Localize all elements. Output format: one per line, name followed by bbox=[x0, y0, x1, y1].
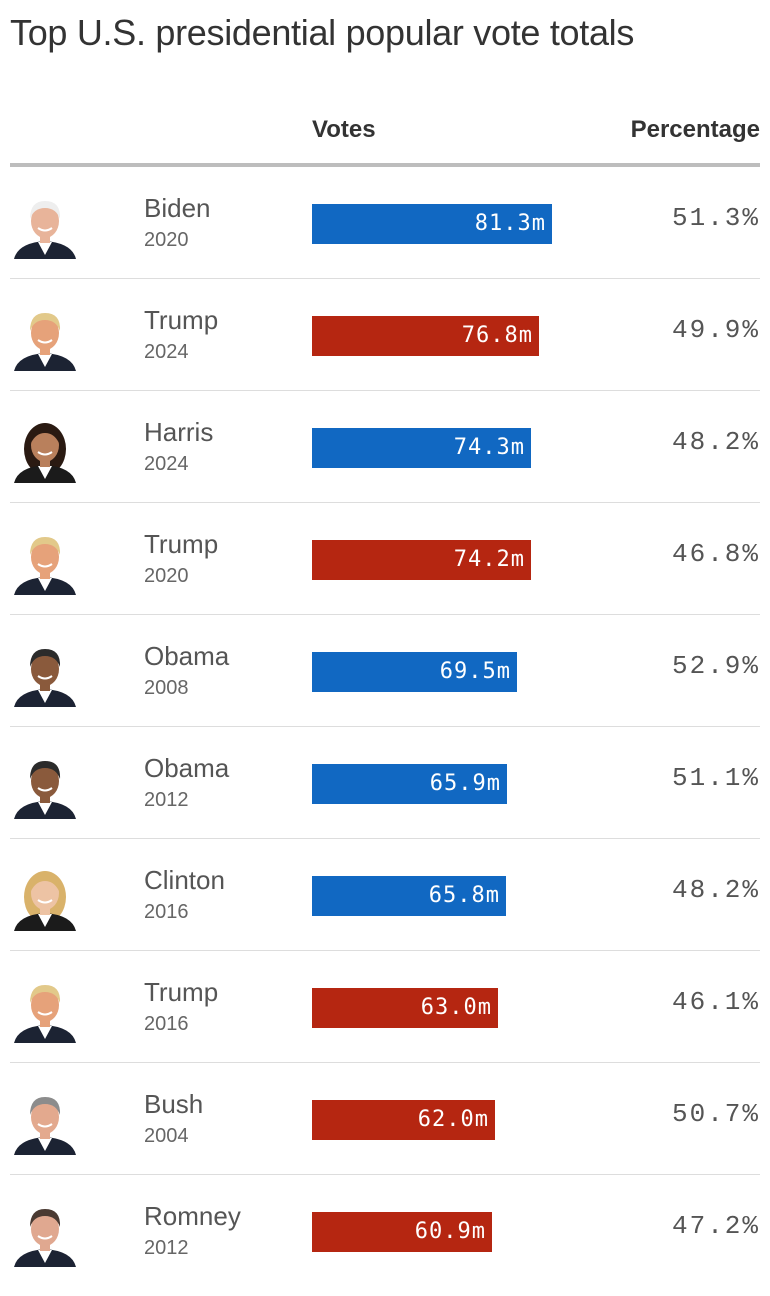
table-row: Biden 2020 81.3m 51.3% bbox=[0, 167, 770, 279]
vote-percentage: 46.1% bbox=[671, 987, 760, 1017]
vote-percentage: 46.8% bbox=[671, 539, 760, 569]
vote-value-label: 69.5m bbox=[439, 659, 511, 684]
avatar bbox=[10, 189, 80, 259]
table-row: Trump 2016 63.0m 46.1% bbox=[0, 951, 770, 1063]
row-divider bbox=[10, 726, 760, 727]
avatar bbox=[10, 1197, 80, 1267]
candidate-name: Clinton bbox=[144, 865, 225, 895]
votes-column-header: Votes bbox=[312, 116, 376, 143]
candidate-name: Romney bbox=[144, 1201, 241, 1231]
row-divider bbox=[10, 278, 760, 279]
avatar bbox=[10, 413, 80, 483]
candidate-name: Obama bbox=[144, 641, 230, 671]
table-row: Obama 2012 65.9m 51.1% bbox=[0, 727, 770, 839]
chart-title: Top U.S. presidential popular vote total… bbox=[10, 12, 635, 53]
vote-value-label: 74.2m bbox=[453, 547, 525, 572]
candidate-name: Trump bbox=[144, 305, 219, 335]
avatar bbox=[10, 525, 80, 595]
avatar bbox=[10, 1085, 80, 1155]
vote-value-label: 76.8m bbox=[461, 323, 533, 348]
header-divider bbox=[10, 163, 760, 167]
row-divider bbox=[10, 838, 760, 839]
vote-value-label: 65.8m bbox=[428, 883, 500, 908]
vote-bar: 74.3m bbox=[312, 428, 531, 468]
election-year: 2024 bbox=[144, 453, 189, 475]
table-row: Harris 2024 74.3m 48.2% bbox=[0, 391, 770, 503]
vote-value-label: 63.0m bbox=[420, 995, 492, 1020]
vote-bar: 65.9m bbox=[312, 764, 507, 804]
vote-percentage: 52.9% bbox=[671, 651, 760, 681]
table-row: Bush 2004 62.0m 50.7% bbox=[0, 1063, 770, 1175]
table-row: Trump 2020 74.2m 46.8% bbox=[0, 503, 770, 615]
vote-bar: 74.2m bbox=[312, 540, 531, 580]
row-divider bbox=[10, 614, 760, 615]
candidate-name: Bush bbox=[144, 1089, 204, 1119]
vote-percentage: 48.2% bbox=[671, 427, 760, 457]
election-year: 2012 bbox=[144, 1237, 189, 1259]
vote-bar: 63.0m bbox=[312, 988, 498, 1028]
election-year: 2020 bbox=[144, 565, 189, 587]
vote-bar: 65.8m bbox=[312, 876, 506, 916]
candidate-name: Harris bbox=[144, 417, 214, 447]
row-divider bbox=[10, 1174, 760, 1175]
election-year: 2004 bbox=[144, 1125, 189, 1147]
avatar bbox=[10, 973, 80, 1043]
avatar bbox=[10, 637, 80, 707]
avatar bbox=[10, 749, 80, 819]
avatar bbox=[10, 861, 80, 931]
table-row: Obama 2008 69.5m 52.9% bbox=[0, 615, 770, 727]
election-year: 2024 bbox=[144, 341, 189, 363]
election-year: 2020 bbox=[144, 229, 189, 251]
election-year: 2016 bbox=[144, 1013, 189, 1035]
vote-bar: 60.9m bbox=[312, 1212, 492, 1252]
vote-bar: 69.5m bbox=[312, 652, 517, 692]
table-row: Romney 2012 60.9m 47.2% bbox=[0, 1175, 770, 1287]
candidate-name: Biden bbox=[144, 193, 211, 223]
table-row: Clinton 2016 65.8m 48.2% bbox=[0, 839, 770, 951]
row-divider bbox=[10, 390, 760, 391]
vote-value-label: 60.9m bbox=[414, 1219, 486, 1244]
vote-percentage: 48.2% bbox=[671, 875, 760, 905]
election-year: 2016 bbox=[144, 901, 189, 923]
vote-percentage: 49.9% bbox=[671, 315, 760, 345]
vote-percentage: 50.7% bbox=[671, 1099, 760, 1129]
vote-bar: 62.0m bbox=[312, 1100, 495, 1140]
vote-table: Biden 2020 81.3m 51.3% Trump 2024 76.8m 49.9% Ha… bbox=[0, 167, 770, 1287]
vote-percentage: 47.2% bbox=[671, 1211, 760, 1241]
candidate-name: Obama bbox=[144, 753, 230, 783]
candidate-name: Trump bbox=[144, 529, 219, 559]
election-year: 2008 bbox=[144, 677, 189, 699]
row-divider bbox=[10, 1062, 760, 1063]
candidate-name: Trump bbox=[144, 977, 219, 1007]
avatar bbox=[10, 301, 80, 371]
vote-value-label: 74.3m bbox=[453, 435, 525, 460]
vote-value-label: 62.0m bbox=[417, 1107, 489, 1132]
table-row: Trump 2024 76.8m 49.9% bbox=[0, 279, 770, 391]
vote-value-label: 81.3m bbox=[474, 211, 546, 236]
vote-value-label: 65.9m bbox=[429, 771, 501, 796]
row-divider bbox=[10, 950, 760, 951]
row-divider bbox=[10, 502, 760, 503]
vote-bar: 76.8m bbox=[312, 316, 539, 356]
election-year: 2012 bbox=[144, 789, 189, 811]
percentage-column-header: Percentage bbox=[630, 116, 760, 143]
vote-percentage: 51.3% bbox=[671, 203, 760, 233]
vote-bar: 81.3m bbox=[312, 204, 552, 244]
vote-percentage: 51.1% bbox=[671, 763, 760, 793]
